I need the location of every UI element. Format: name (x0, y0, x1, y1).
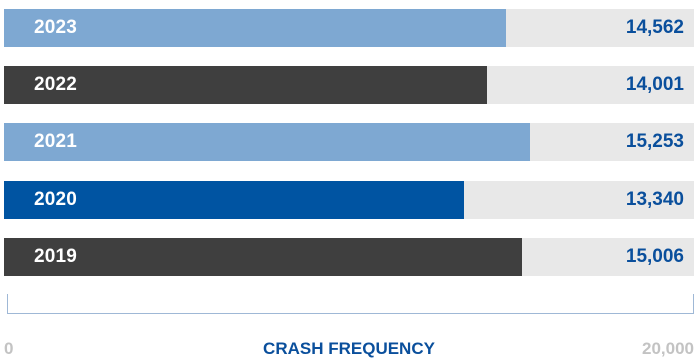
category-label-2022: 2022 (34, 74, 78, 95)
bar-track-2020: 2020 13,340 (4, 181, 694, 219)
bar-track-2019: 2019 15,006 (4, 238, 694, 276)
value-label-2020: 13,340 (625, 189, 684, 210)
bar-2022 (4, 66, 488, 104)
category-label-2019: 2019 (34, 246, 78, 267)
category-label-2023: 2023 (34, 17, 78, 38)
x-axis-left-tick (7, 294, 8, 314)
x-axis-right-tick (693, 294, 694, 314)
x-axis-title: CRASH FREQUENCY (263, 339, 435, 358)
value-label-2023: 14,562 (625, 17, 684, 38)
value-label-2019: 15,006 (625, 246, 684, 267)
bar-track-2021: 2021 15,253 (4, 123, 694, 161)
x-axis-min-label: 0 (4, 339, 14, 358)
category-label-2021: 2021 (34, 131, 78, 152)
bar-track-2022: 2022 14,001 (4, 66, 694, 104)
bar-2020 (4, 181, 465, 219)
bar-2021 (4, 123, 531, 161)
bar-2019 (4, 238, 522, 276)
category-label-2020: 2020 (34, 189, 78, 210)
value-label-2022: 14,001 (625, 74, 684, 95)
x-axis-max-label: 20,000 (642, 339, 694, 358)
bar-track-2023: 2023 14,562 (4, 9, 694, 47)
x-axis-baseline (7, 313, 694, 314)
bar-2023 (4, 9, 507, 47)
value-label-2021: 15,253 (625, 131, 684, 152)
